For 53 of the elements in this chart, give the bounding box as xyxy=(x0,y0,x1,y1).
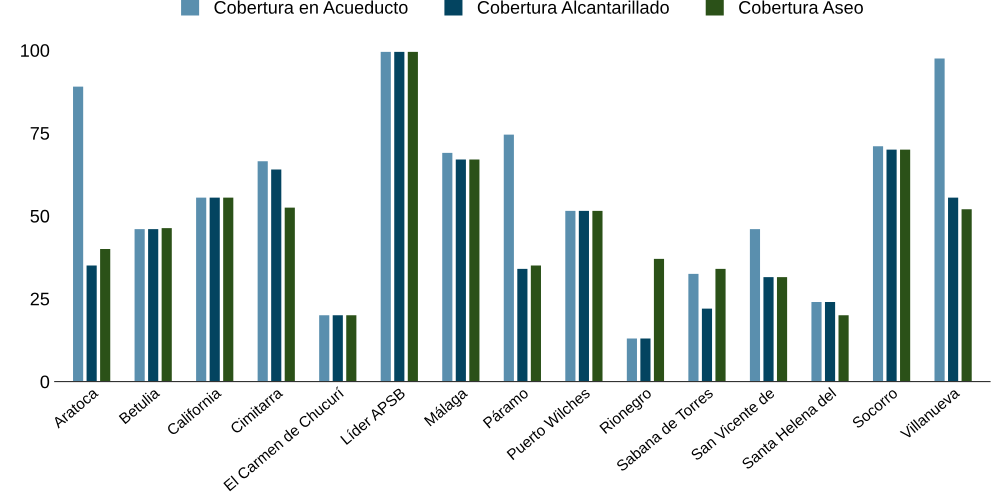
bar xyxy=(346,315,356,382)
y-tick-label: 100 xyxy=(21,44,50,57)
bar xyxy=(886,150,897,382)
bar xyxy=(456,160,466,382)
bar xyxy=(900,150,910,382)
bar xyxy=(162,228,172,382)
bar xyxy=(962,209,972,382)
bar xyxy=(811,302,822,382)
bar xyxy=(73,86,84,382)
bar xyxy=(319,315,330,382)
legend-label: Cobertura Aseo xyxy=(739,0,863,14)
bar xyxy=(640,338,651,382)
bar xyxy=(100,248,110,382)
bar xyxy=(148,229,158,382)
bar xyxy=(530,266,541,382)
y-tick-label: 25 xyxy=(30,292,50,306)
bar xyxy=(578,210,589,382)
y-tick-label: 75 xyxy=(30,127,50,140)
y-tick-label: 0 xyxy=(40,375,50,388)
bar xyxy=(517,268,528,382)
bar xyxy=(934,58,945,382)
bar xyxy=(284,208,295,382)
bar xyxy=(332,315,343,382)
bar xyxy=(223,198,234,382)
bar xyxy=(872,146,884,382)
bar xyxy=(86,266,97,382)
bar xyxy=(258,161,268,382)
bar xyxy=(750,229,760,382)
bar xyxy=(626,338,637,382)
bar xyxy=(592,210,603,382)
bar xyxy=(210,198,220,382)
bar xyxy=(565,210,576,382)
bar xyxy=(134,229,145,382)
bar xyxy=(948,198,958,382)
y-tick-label: 50 xyxy=(30,210,50,223)
bar xyxy=(838,315,849,382)
bar xyxy=(394,52,404,382)
bar xyxy=(271,169,282,382)
bar xyxy=(715,268,726,382)
bar xyxy=(196,198,206,382)
legend-label: Cobertura en Acueducto xyxy=(214,0,408,14)
bar xyxy=(763,277,774,382)
bar xyxy=(408,52,418,382)
bar xyxy=(442,152,452,382)
bar xyxy=(380,52,391,382)
bar xyxy=(824,302,836,382)
legend-label: Cobertura Alcantarillado xyxy=(478,0,669,14)
bar xyxy=(702,308,712,382)
bar xyxy=(654,258,664,382)
bar xyxy=(776,277,788,382)
bar xyxy=(688,274,699,382)
bar xyxy=(469,160,480,382)
bar xyxy=(504,134,514,382)
